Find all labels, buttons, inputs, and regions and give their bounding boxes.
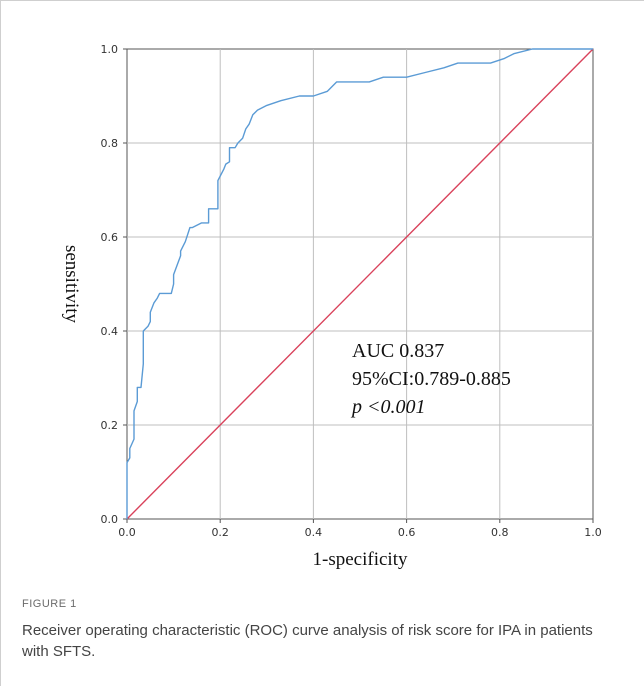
annotation-ci: 95%CI:0.789-0.885	[352, 368, 511, 390]
grid-lines	[127, 49, 593, 519]
figure-label: FIGURE 1	[22, 598, 77, 610]
x-tick-label: 1.0	[584, 526, 602, 539]
y-tick-label: 0.4	[101, 325, 119, 338]
y-tick-label: 0.0	[101, 513, 119, 526]
x-tick-label: 0.8	[491, 526, 509, 539]
x-axis-title: 1-specificity	[313, 549, 408, 570]
annotation-p-value: p <0.001	[350, 396, 426, 418]
annotation-auc: AUC 0.837	[352, 340, 444, 362]
figure-caption: Receiver operating characteristic (ROC) …	[22, 622, 593, 660]
roc-curve	[126, 48, 593, 519]
y-axis-title: sensitivity	[61, 245, 82, 324]
y-axis-ticks: 0.0 0.2 0.4 0.6 0.8 1.0	[101, 43, 127, 526]
roc-chart: 0.0 0.2 0.4 0.6 0.8 1.0 0.0 0.2 0.4 0.6 0.8 1.0 AU…	[61, 43, 602, 570]
x-tick-label: 0.6	[398, 526, 416, 539]
x-axis-ticks: 0.0 0.2 0.4 0.6 0.8 1.0	[118, 519, 602, 539]
x-tick-label: 0.0	[118, 526, 136, 539]
x-tick-label: 0.4	[305, 526, 323, 539]
y-tick-label: 0.2	[101, 419, 119, 432]
reference-line	[126, 48, 594, 520]
y-tick-label: 0.6	[101, 231, 119, 244]
y-tick-label: 1.0	[101, 43, 119, 56]
x-tick-label: 0.2	[211, 526, 229, 539]
y-tick-label: 0.8	[101, 137, 119, 150]
series-layer	[126, 48, 594, 520]
